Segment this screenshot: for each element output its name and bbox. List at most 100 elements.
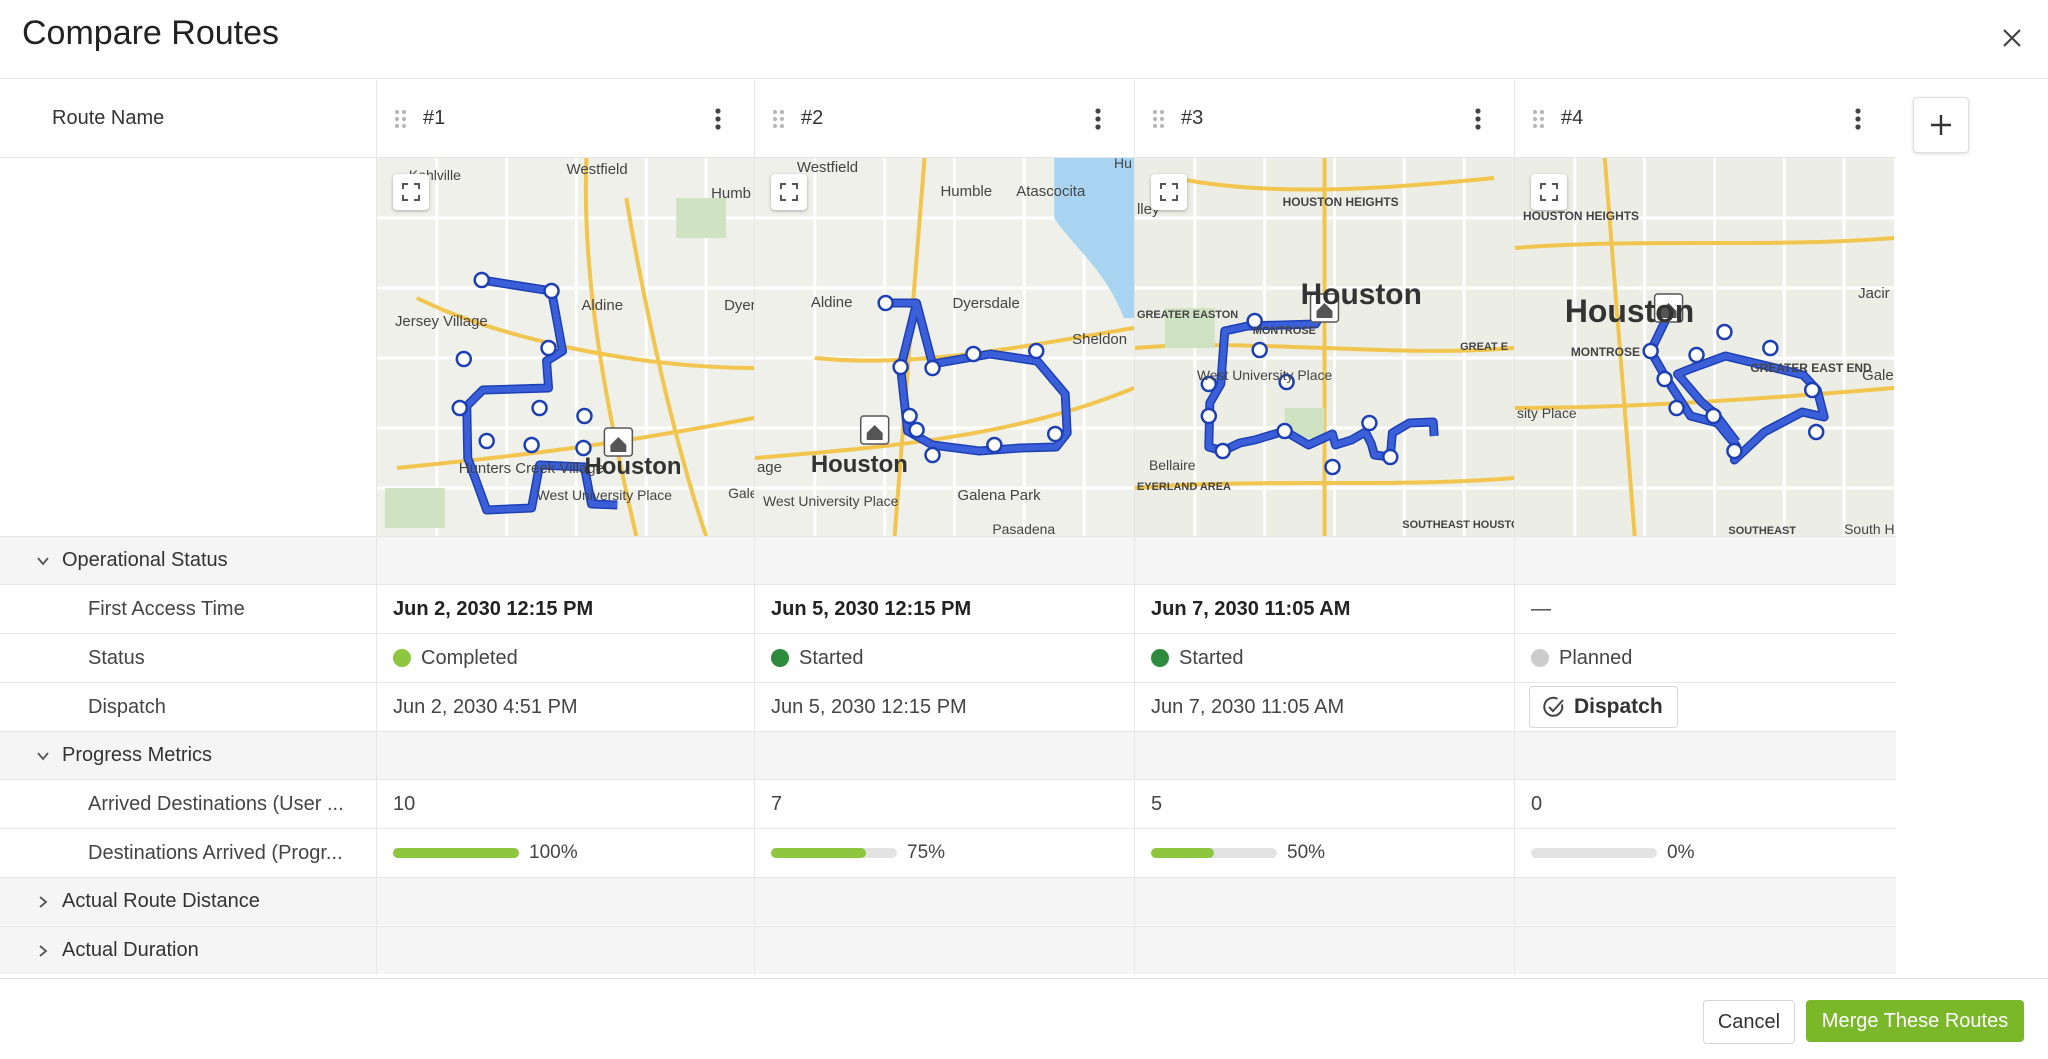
more-options-button[interactable] [1844,104,1872,134]
expand-map-button[interactable] [1151,174,1187,210]
expand-map-button[interactable] [771,174,807,210]
map-label: Aldine [581,297,623,314]
row-arrived-destinations: Arrived Destinations (User ... 10 7 5 0 [0,779,1896,828]
route-map-3[interactable]: lley HOUSTON HEIGHTS Houston GREATER EAS… [1134,158,1514,536]
map-canvas[interactable]: lley HOUSTON HEIGHTS Houston GREATER EAS… [1135,158,1514,536]
route-name: #2 [801,107,824,129]
map-label: EYERLAND AREA [1137,481,1231,493]
expand-map-button[interactable] [393,174,429,210]
fullscreen-icon [1160,183,1178,201]
route-name: #4 [1561,107,1584,129]
status-text: Started [799,646,864,669]
progress-bar [1531,848,1657,858]
first-access-time: Jun 7, 2030 11:05 AM [1151,597,1351,620]
progress-bar [1151,848,1277,858]
field-label: Destinations Arrived (Progr... [88,841,343,864]
map-canvas[interactable]: HOUSTON HEIGHTS Houston MONTROSE GREATER… [1515,158,1894,536]
map-label: Houston [1565,293,1694,329]
map-label: Gale [728,485,754,501]
first-access-time: Jun 2, 2030 12:15 PM [393,597,594,620]
dispatch-button[interactable]: Dispatch [1529,686,1678,728]
arrived-count: 0 [1531,792,1543,815]
arrived-count: 7 [771,792,783,815]
expand-map-button[interactable] [1531,174,1567,210]
add-route-column-button[interactable] [1913,97,1969,153]
route-column-header-4: #4 [1514,80,1894,157]
field-label: Arrived Destinations (User ... [88,792,344,815]
chevron-right-icon[interactable] [36,944,50,958]
map-label: Humble [941,183,993,200]
map-label: South H [1844,521,1894,536]
section-label: Progress Metrics [62,744,213,766]
chevron-down-icon[interactable] [36,554,50,568]
merge-routes-button[interactable]: Merge These Routes [1806,1000,2024,1042]
route-column-header-2: #2 [754,80,1134,157]
more-options-button[interactable] [1464,104,1492,134]
dialog-footer: Cancel Merge These Routes [0,978,2048,1059]
section-actual-route-distance[interactable]: Actual Route Distance [0,877,1896,925]
close-button[interactable] [1992,18,2032,58]
map-label: Dyer [724,297,754,314]
more-options-button[interactable] [1084,104,1112,134]
map-label: Jacir [1858,285,1890,302]
row-destinations-progress: Destinations Arrived (Progr... 100% 75% … [0,828,1896,877]
progress-fill [1151,848,1214,858]
map-label: Westfield [566,161,627,178]
drag-handle-icon[interactable] [771,108,787,130]
map-label: Galena Park [957,487,1041,504]
map-label: HOUSTON HEIGHTS [1523,209,1639,223]
first-access-time: — [1531,597,1551,620]
map-label: Hunters Creek Village [459,460,604,477]
map-label: West University Place [537,487,673,503]
chevron-right-icon[interactable] [36,895,50,909]
field-label: First Access Time [88,597,245,620]
route-map-1[interactable]: Kohlville Westfield Humb Aldine Dyer Jer… [376,158,754,536]
map-canvas[interactable]: Kohlville Westfield Humb Aldine Dyer Jer… [377,158,754,536]
map-label: Bellaire [1149,457,1196,473]
field-label: Dispatch [88,695,166,718]
route-name: #1 [423,107,446,129]
map-label: GREATER EASTON [1137,309,1238,321]
map-label: HOUSTON HEIGHTS [1283,195,1399,209]
section-label: Actual Duration [62,939,199,961]
cancel-button[interactable]: Cancel [1703,1000,1795,1044]
status-dot-icon [771,649,789,667]
progress-fill [771,848,866,858]
progress-fill [393,848,519,858]
progress-bar [393,848,519,858]
section-operational-status[interactable]: Operational Status [0,536,1896,584]
map-canvas[interactable]: Westfield Humble Atascocita Aldine Dyers… [755,158,1134,536]
drag-handle-icon[interactable] [1531,108,1547,130]
map-label: Gale [1862,367,1894,384]
route-column-header-1: #1 [376,80,754,157]
route-map-4[interactable]: HOUSTON HEIGHTS Houston MONTROSE GREATER… [1514,158,1894,536]
section-actual-duration[interactable]: Actual Duration [0,926,1896,974]
map-label: Houston [584,453,681,480]
more-vertical-icon [1475,108,1481,130]
section-progress-metrics[interactable]: Progress Metrics [0,731,1896,779]
more-options-button[interactable] [704,104,732,134]
map-label: Humb [711,185,751,202]
map-label: West University Place [1197,367,1333,383]
more-vertical-icon [1855,108,1861,130]
route-map-2[interactable]: Westfield Humble Atascocita Aldine Dyers… [754,158,1134,536]
progress-percent: 0% [1667,842,1695,863]
map-label: MONTROSE [1571,345,1640,359]
status-text: Completed [421,646,518,669]
drag-handle-icon[interactable] [1151,108,1167,130]
map-label: Hu [1114,158,1132,171]
more-vertical-icon [1095,108,1101,130]
chevron-down-icon[interactable] [36,749,50,763]
plus-icon [1931,115,1951,135]
comparison-grid: Route Name #1 #2 #3 #4 [0,80,1896,978]
drag-handle-icon[interactable] [393,108,409,130]
route-name-header: Route Name [52,107,165,129]
dispatch-time: Jun 5, 2030 12:15 PM [771,695,967,718]
arrived-count: 5 [1151,792,1163,815]
fullscreen-icon [780,183,798,201]
progress-percent: 50% [1287,842,1326,863]
progress-bar [771,848,897,858]
progress-percent: 75% [907,842,946,863]
more-vertical-icon [715,108,721,130]
